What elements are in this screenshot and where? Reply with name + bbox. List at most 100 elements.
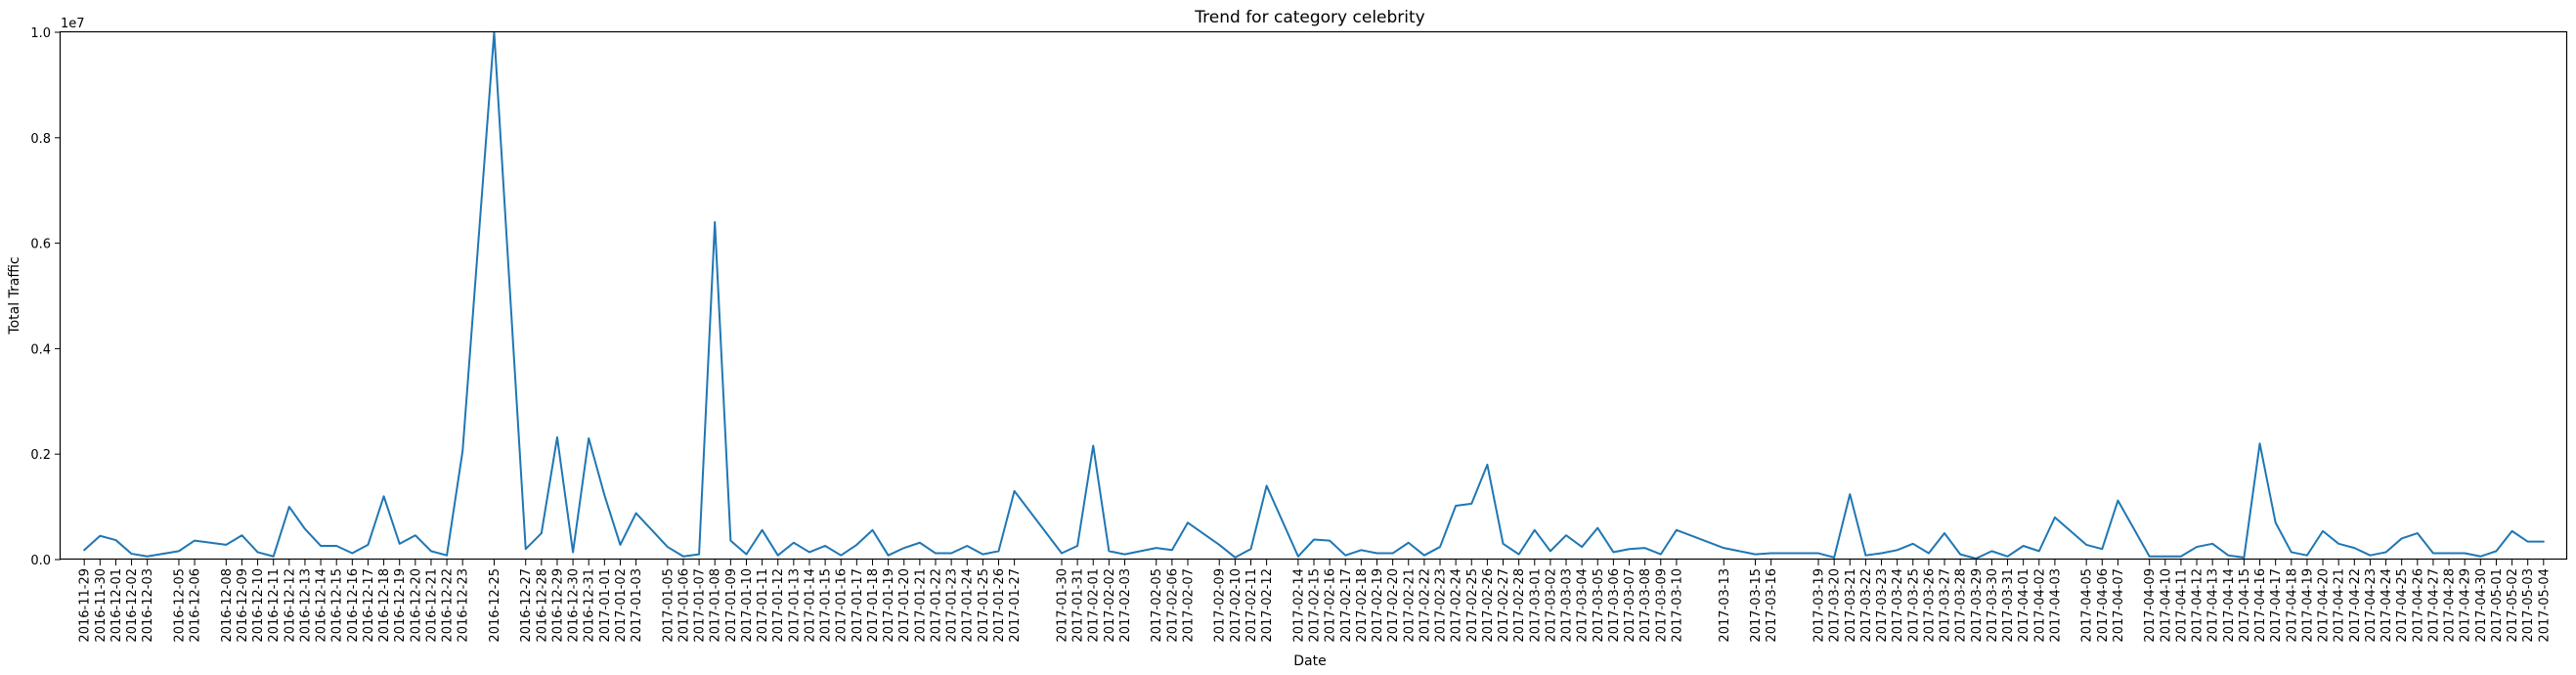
x-tick-label: 2017-01-06	[677, 568, 691, 643]
x-tick-label: 2017-02-28	[1512, 568, 1527, 643]
x-tick-label: 2017-03-22	[1859, 568, 1874, 643]
x-tick-label: 2016-12-02	[125, 568, 140, 643]
x-tick-label: 2017-04-11	[2174, 568, 2189, 643]
x-tick-label: 2017-03-19	[1812, 568, 1827, 643]
x-tick-label: 2016-12-22	[441, 568, 456, 643]
x-tick-label: 2016-12-08	[220, 568, 235, 643]
x-tick-label: 2017-03-08	[1638, 568, 1653, 643]
x-tick-label: 2016-12-09	[236, 568, 250, 643]
x-tick-label: 2017-01-11	[756, 568, 770, 643]
x-tick-label: 2017-04-10	[2159, 568, 2173, 643]
x-tick-label: 2017-01-01	[598, 568, 613, 643]
x-tick-label: 2016-12-03	[141, 568, 155, 643]
x-tick-label: 2017-01-10	[740, 568, 755, 643]
x-tick-label: 2017-04-14	[2222, 568, 2237, 643]
x-tick-label: 2017-02-12	[1260, 568, 1275, 643]
x-tick-label: 2017-02-26	[1481, 568, 1496, 643]
x-tick-label: 2017-02-16	[1324, 568, 1338, 643]
x-tick-label: 2016-12-06	[189, 568, 203, 643]
x-tick-label: 2017-04-09	[2143, 568, 2158, 643]
x-tick-label: 2017-03-27	[1939, 568, 1953, 643]
x-tick-label: 2017-01-03	[630, 568, 644, 643]
x-tick-label: 2017-01-23	[945, 568, 960, 643]
x-tick-label: 2017-03-13	[1718, 568, 1732, 643]
x-tick-label: 2017-02-23	[1434, 568, 1449, 643]
y-tick-label: 0.0	[30, 554, 51, 568]
x-tick-label: 2017-04-25	[2395, 568, 2410, 643]
x-tick-label: 2017-03-21	[1844, 568, 1858, 643]
x-tick-label: 2017-02-06	[1165, 568, 1180, 643]
x-tick-label: 2017-04-12	[2191, 568, 2205, 643]
x-tick-label: 2017-03-15	[1749, 568, 1764, 643]
x-tick-label: 2017-04-03	[2048, 568, 2063, 643]
x-tick-label: 2017-03-03	[1560, 568, 1575, 643]
x-tick-label: 2017-03-04	[1576, 568, 1591, 643]
x-tick-label: 2017-04-27	[2426, 568, 2441, 643]
x-tick-label: 2016-12-01	[109, 568, 124, 643]
x-tick-label: 2017-01-13	[787, 568, 802, 643]
x-tick-label: 2017-03-25	[1906, 568, 1921, 643]
x-tick-label: 2017-02-03	[1118, 568, 1133, 643]
x-tick-label: 2017-01-27	[1008, 568, 1023, 643]
x-tick-label: 2017-04-06	[2096, 568, 2111, 643]
x-tick-label: 2017-02-11	[1244, 568, 1259, 643]
y-axis-ticks: 0.0 0.2 0.4 0.6 0.8 1.0	[30, 26, 61, 568]
x-tick-label: 2017-04-19	[2300, 568, 2315, 643]
x-tick-label: 2017-03-16	[1765, 568, 1779, 643]
x-tick-label: 2017-04-29	[2459, 568, 2473, 643]
x-tick-label: 2017-01-15	[819, 568, 834, 643]
x-tick-label: 2017-03-31	[2001, 568, 2016, 643]
x-tick-label: 2017-03-24	[1891, 568, 1905, 643]
x-tick-label: 2016-12-23	[457, 568, 471, 643]
x-tick-label: 2017-03-20	[1828, 568, 1843, 643]
x-tick-label: 2017-01-08	[709, 568, 723, 643]
x-tick-label: 2016-12-19	[393, 568, 408, 643]
x-tick-label: 2016-12-16	[346, 568, 361, 643]
x-axis-title: Date	[1293, 653, 1326, 669]
x-tick-label: 2017-05-01	[2490, 568, 2505, 643]
x-tick-label: 2017-02-17	[1339, 568, 1354, 643]
x-tick-label: 2016-12-18	[377, 568, 392, 643]
x-tick-label: 2017-02-25	[1465, 568, 1480, 643]
x-tick-label: 2017-01-18	[866, 568, 881, 643]
x-tick-label: 2017-03-02	[1544, 568, 1558, 643]
x-tick-label: 2017-02-27	[1497, 568, 1511, 643]
x-tick-label: 2017-02-07	[1181, 568, 1196, 643]
plot-area-frame	[59, 30, 2568, 561]
x-tick-label: 2017-04-01	[2017, 568, 2031, 643]
x-tick-label: 2016-11-30	[94, 568, 109, 643]
x-tick-label: 2017-04-24	[2380, 568, 2394, 643]
x-tick-label: 2017-04-15	[2238, 568, 2252, 643]
x-tick-label: 2017-02-14	[1291, 568, 1306, 643]
x-tick-label: 2017-01-16	[835, 568, 850, 643]
x-tick-label: 2017-02-02	[1103, 568, 1117, 643]
y-multiplier-label: 1e7	[61, 17, 85, 31]
x-tick-label: 2017-02-05	[1150, 568, 1164, 643]
x-tick-label: 2017-04-22	[2348, 568, 2363, 643]
x-tick-label: 2017-01-19	[882, 568, 896, 643]
x-tick-label: 2017-03-26	[1922, 568, 1937, 643]
x-tick-label: 2017-03-30	[1986, 568, 2000, 643]
x-tick-label: 2017-02-21	[1402, 568, 1417, 643]
x-tick-label: 2017-04-17	[2269, 568, 2284, 643]
x-tick-label: 2017-04-16	[2253, 568, 2268, 643]
x-tick-label: 2017-03-10	[1670, 568, 1684, 643]
x-tick-label: 2016-12-30	[567, 568, 582, 643]
x-tick-label: 2017-01-26	[992, 568, 1007, 643]
x-tick-label: 2016-12-13	[298, 568, 313, 643]
x-tick-label: 2016-12-11	[267, 568, 282, 643]
x-tick-label: 2016-12-29	[550, 568, 565, 643]
x-tick-label: 2017-01-12	[771, 568, 786, 643]
x-tick-label: 2017-03-09	[1654, 568, 1669, 643]
chart-title: Trend for category celebrity	[1194, 8, 1424, 27]
x-tick-label: 2017-01-17	[851, 568, 865, 643]
x-tick-label: 2017-02-20	[1386, 568, 1401, 643]
x-tick-label: 2016-12-10	[251, 568, 266, 643]
x-tick-label: 2017-02-15	[1308, 568, 1323, 643]
x-tick-label: 2017-01-25	[977, 568, 991, 643]
x-tick-label: 2017-01-31	[1071, 568, 1086, 643]
x-tick-label: 2017-01-20	[897, 568, 912, 643]
y-tick-label: 0.4	[30, 342, 51, 357]
x-tick-label: 2017-04-23	[2364, 568, 2379, 643]
